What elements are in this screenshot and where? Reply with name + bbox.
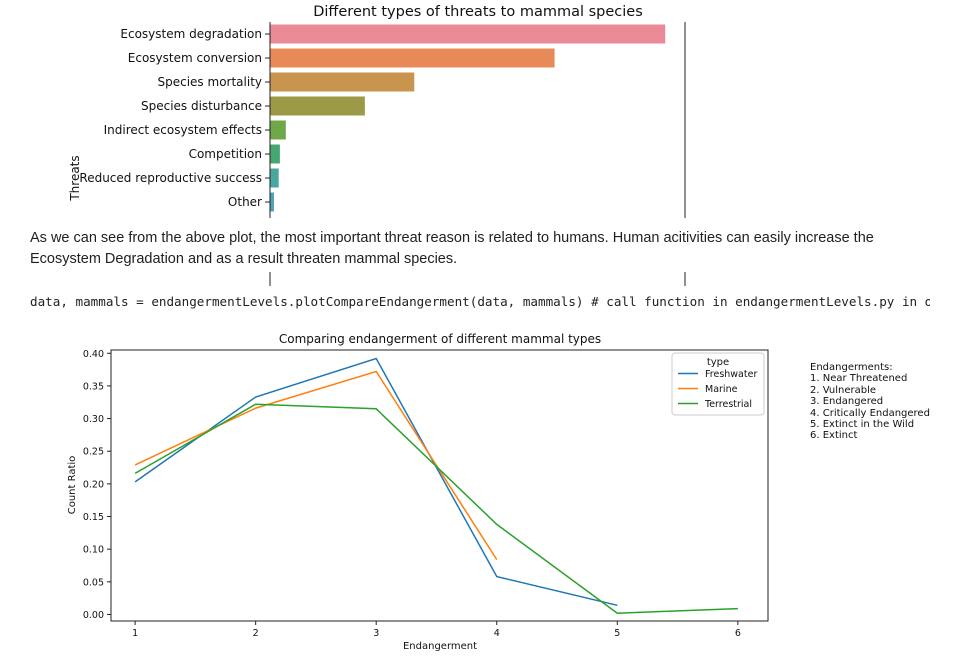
bar-category-label: Competition — [189, 147, 262, 161]
x-tick-label: 1 — [132, 628, 138, 639]
legend-label: Terrestrial — [704, 399, 752, 410]
endangerment-legend-title: Endangerments: — [810, 362, 893, 373]
line-plot-frame — [110, 349, 769, 622]
bar-category-label: Species mortality — [158, 75, 263, 89]
bar-species-disturbance — [270, 96, 365, 116]
series-line-freshwater — [134, 357, 618, 607]
endangerment-level-item: 3. Endangered — [810, 396, 884, 408]
bar-category-label: Reduced reproductive success — [79, 171, 262, 185]
bar-species-mortality — [270, 72, 415, 92]
bar-chart-title: Different types of threats to mammal spe… — [313, 4, 643, 20]
x-tick-label: 2 — [253, 628, 259, 639]
series-line-marine — [134, 370, 498, 561]
x-tick-label: 6 — [735, 628, 741, 639]
bar-category-label: Species disturbance — [141, 99, 262, 113]
legend-label: Marine — [705, 384, 738, 395]
y-tick-label: 0.25 — [83, 447, 104, 458]
bar-indirect-ecosystem-effects — [270, 120, 286, 140]
y-tick-label: 0.35 — [83, 381, 104, 392]
bar-ecosystem-conversion — [270, 48, 555, 68]
bar-other — [270, 192, 274, 212]
endangerment-line-chart: Comparing endangerment of different mamm… — [67, 332, 769, 652]
y-tick-label: 0.00 — [83, 610, 104, 621]
endangerment-level-item: 5. Extinct in the Wild — [810, 419, 915, 431]
y-tick-label: 0.10 — [83, 545, 104, 556]
x-tick-label: 3 — [373, 628, 379, 639]
y-tick-label: 0.15 — [83, 512, 104, 523]
x-tick-label: 4 — [494, 628, 500, 639]
endangerment-level-item: 2. Vulnerable — [810, 384, 877, 396]
bar-competition — [270, 144, 280, 164]
series-line-terrestrial — [134, 403, 738, 614]
y-tick-label: 0.40 — [83, 349, 104, 360]
y-tick-label: 0.05 — [83, 577, 104, 588]
endangerment-level-item: 6. Extinct — [810, 430, 858, 442]
threats-bar-chart: Different types of threats to mammal spe… — [68, 4, 686, 286]
y-tick-label: 0.20 — [83, 479, 104, 490]
code-cell[interactable]: data, mammals = endangermentLevels.plotC… — [30, 294, 930, 309]
bar-reduced-reproductive-success — [270, 168, 279, 188]
markdown-text: As we can see from the above plot, the m… — [30, 230, 874, 267]
bar-category-label: Indirect ecosystem effects — [104, 123, 262, 137]
bar-ecosystem-degradation — [270, 24, 666, 44]
y-tick-label: 0.30 — [83, 414, 104, 425]
bar-category-label: Ecosystem degradation — [120, 27, 262, 41]
line-chart-xlabel: Endangerment — [403, 641, 477, 652]
bar-chart-ylabel: Threats — [68, 155, 82, 201]
endangerment-levels-legend: Endangerments: 1. Near Threatened 2. Vul… — [810, 362, 930, 442]
bar-category-label: Ecosystem conversion — [128, 51, 262, 65]
line-chart-title: Comparing endangerment of different mamm… — [279, 332, 601, 346]
endangerment-level-item: 1. Near Threatened — [810, 373, 908, 385]
type-legend: type Freshwater Marine Terrestrial — [671, 352, 765, 416]
legend-title: type — [707, 357, 729, 368]
markdown-cell: As we can see from the above plot, the m… — [0, 218, 965, 272]
x-tick-label: 5 — [614, 628, 620, 639]
legend-label: Freshwater — [705, 369, 757, 380]
bar-category-label: Other — [228, 195, 262, 209]
endangerment-level-item: 4. Critically Endangered — [810, 407, 930, 419]
line-chart-ylabel: Count Ratio — [67, 456, 78, 515]
